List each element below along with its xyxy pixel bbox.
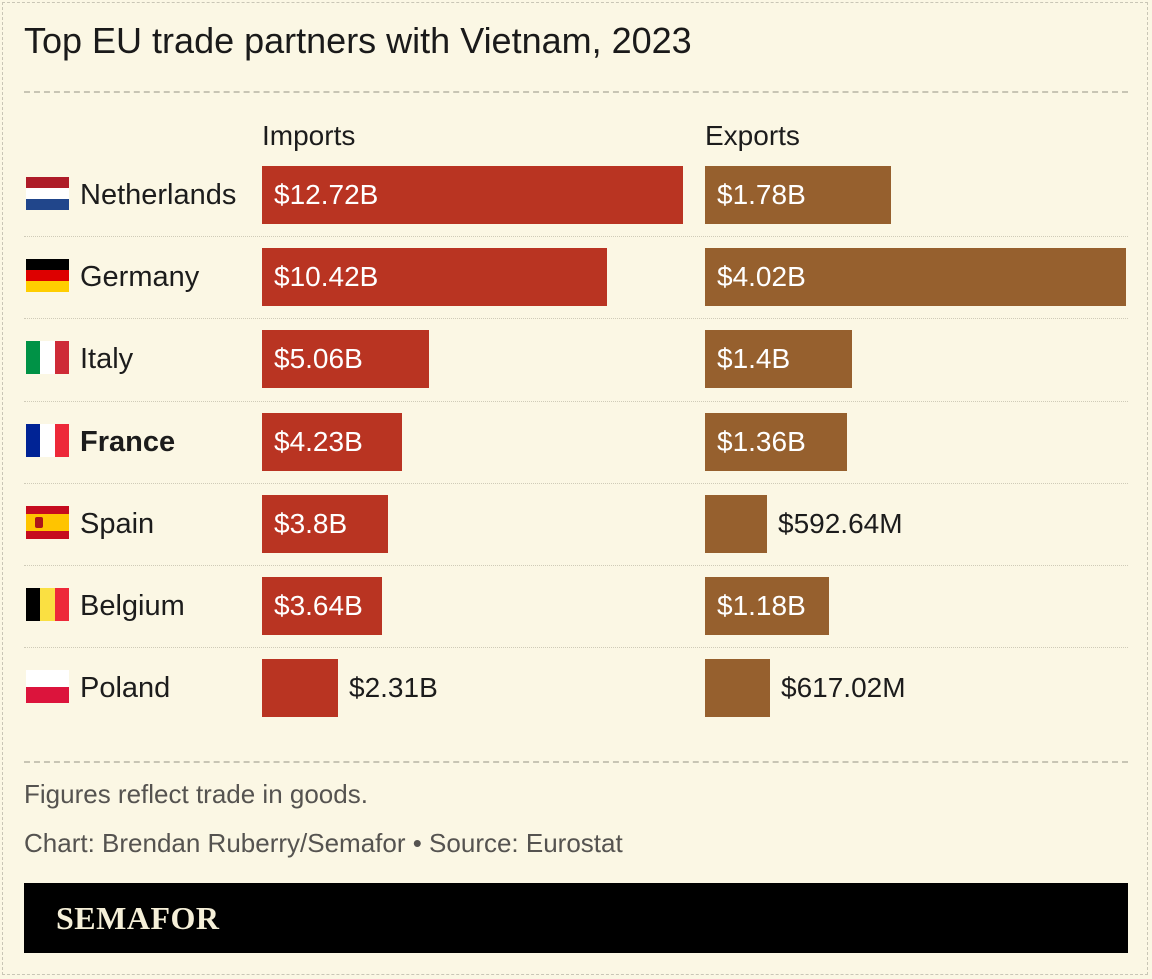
title-divider [24, 91, 1128, 93]
germany-flag-icon [26, 259, 69, 292]
exports-value-label: $1.78B [717, 179, 806, 210]
country-label: Poland [80, 672, 171, 704]
table-row: Italy $5.06B $1.4B [0, 330, 1152, 388]
imports-bar [262, 330, 429, 388]
exports-value-label: $1.18B [717, 590, 806, 621]
imports-bar [262, 577, 382, 635]
brand-bar: SEMAFOR [24, 883, 1128, 953]
exports-bar [705, 413, 847, 471]
table-row: Belgium $3.64B $1.18B [0, 577, 1152, 635]
row-separator [24, 318, 1128, 319]
imports-bar [262, 248, 607, 306]
exports-value-label: $1.36B [717, 426, 806, 457]
exports-bar [705, 166, 891, 224]
imports-value-label: $5.06B [274, 343, 363, 374]
source-credit: Chart: Brendan Ruberry/Semafor • Source:… [24, 828, 623, 858]
exports-bar [705, 495, 767, 553]
netherlands-flag-icon [26, 177, 69, 210]
country-label: Belgium [80, 590, 185, 622]
country-label: Netherlands [80, 179, 237, 211]
country-label: Spain [80, 508, 155, 540]
footer-divider [24, 761, 1128, 763]
footnote: Figures reflect trade in goods. [24, 779, 368, 809]
imports-bar [262, 413, 402, 471]
imports-value-label: $4.23B [274, 426, 363, 457]
imports-column-header: Imports [262, 120, 356, 151]
imports-bar [262, 495, 388, 553]
belgium-flag-icon [26, 588, 69, 621]
exports-bar [705, 659, 770, 717]
italy-flag-icon [26, 341, 69, 374]
imports-value-label: $3.64B [274, 590, 363, 621]
exports-value-label: $617.02M [781, 672, 906, 703]
imports-bar [262, 659, 338, 717]
row-separator [24, 483, 1128, 484]
country-label: Germany [80, 261, 200, 293]
row-separator [24, 647, 1128, 648]
imports-bar [262, 166, 683, 224]
country-label: France [80, 426, 176, 458]
table-row: Netherlands $12.72B $1.78B [0, 166, 1152, 224]
exports-bar [705, 577, 829, 635]
table-row: France $4.23B $1.36B [0, 413, 1152, 471]
table-row: Germany $10.42B $4.02B [0, 248, 1152, 306]
exports-column-header: Exports [705, 120, 800, 151]
exports-bar [705, 330, 852, 388]
table-row: Spain $3.8B $592.64M [0, 495, 1152, 553]
chart-title: Top EU trade partners with Vietnam, 2023 [24, 20, 692, 61]
imports-value-label: $2.31B [349, 672, 438, 703]
semafor-logo: SEMAFOR [56, 900, 220, 936]
imports-value-label: $3.8B [274, 508, 348, 539]
exports-value-label: $592.64M [778, 508, 903, 539]
imports-value-label: $12.72B [274, 179, 379, 210]
imports-value-label: $10.42B [274, 261, 379, 292]
france-flag-icon [26, 424, 69, 457]
table-row: Poland $2.31B $617.02M [0, 659, 1152, 717]
exports-bar [705, 248, 1126, 306]
row-separator [24, 401, 1128, 402]
exports-value-label: $1.4B [717, 343, 791, 374]
row-separator [24, 565, 1128, 566]
country-label: Italy [80, 343, 134, 375]
row-separator [24, 236, 1128, 237]
spain-flag-icon [26, 506, 69, 539]
exports-value-label: $4.02B [717, 261, 806, 292]
poland-flag-icon [26, 670, 69, 703]
